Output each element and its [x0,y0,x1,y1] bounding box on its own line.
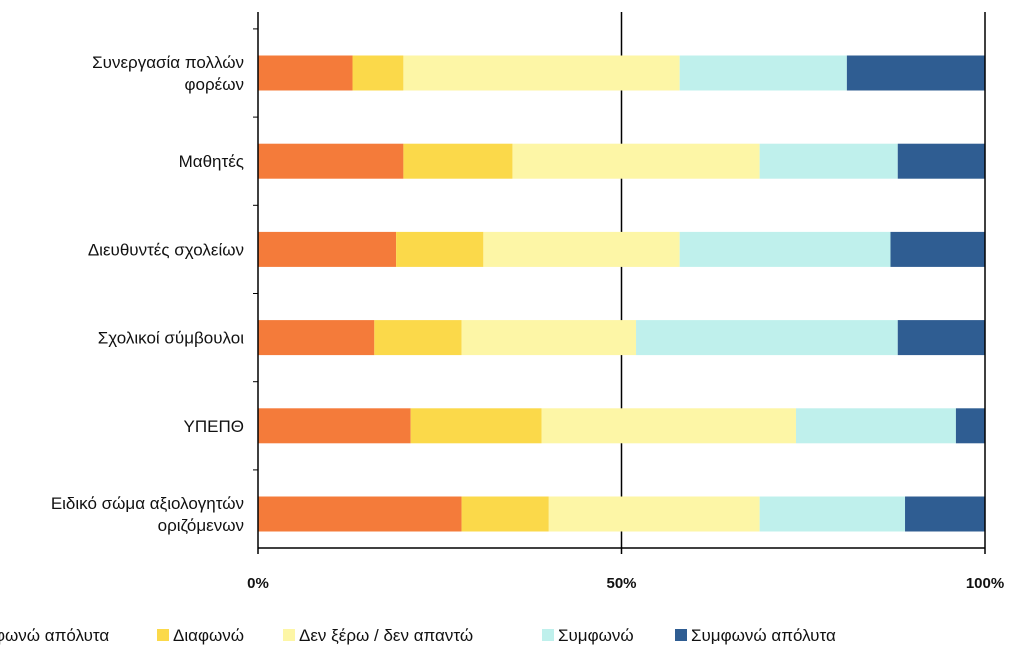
legend: φωνώ απόλυτα Διαφωνώ Δεν ξέρω / δεν απαντώ… [0,626,836,645]
legend-label: Δεν ξέρω / δεν απαντώ [299,626,473,645]
bar-segment [374,320,462,356]
bar-segment [679,55,847,91]
legend-swatch [283,629,295,641]
bar-segment [636,320,898,356]
bar-segment [846,55,985,91]
x-tick-label: 100% [966,575,1004,592]
bar-segment [396,231,484,267]
bar-segment [795,408,956,444]
category-label: ΥΠΕΠΘ [184,417,244,436]
bar-segment [258,143,404,179]
bars [258,55,985,532]
bar-segment [461,320,637,356]
bar-segment [890,231,985,267]
category-label: Ειδικό σώμα αξιολογητών [51,494,244,513]
x-tick-label: 0% [247,575,269,592]
category-label: Συνεργασία πολλών [92,53,244,72]
bar-segment [759,143,898,179]
x-tick-label: 50% [606,575,636,592]
bar-segment [258,320,375,356]
bar-segment [258,231,397,267]
bar-segment [483,231,680,267]
bar-segment [258,408,411,444]
bar-segment [403,143,513,179]
legend-label: Συμφωνώ [558,626,634,645]
x-tick-labels: 0% 50% 100% [247,575,1004,592]
category-label: Σχολικοί σύμβουλοι [98,329,244,348]
category-label: οριζόμενων [158,516,244,535]
bar-segment [759,496,906,532]
category-label: φορέων [185,75,245,94]
bar-segment [352,55,404,91]
axes [253,12,986,554]
bar-segment [905,496,985,532]
bar-segment [548,496,760,532]
legend-swatch [157,629,169,641]
bar-segment [955,408,985,444]
bar-segment [897,320,985,356]
bar-segment [258,55,353,91]
bar-segment [258,496,462,532]
bar-segment [461,496,549,532]
legend-label: Διαφωνώ [173,626,244,645]
bar-segment [679,231,891,267]
legend-label: Συμφωνώ απόλυτα [691,626,836,645]
category-label: Μαθητές [179,152,244,171]
bar-segment [897,143,985,179]
bar-segment [403,55,680,91]
legend-label: φωνώ απόλυτα [0,626,109,645]
category-label: Διευθυντές σχολείων [88,240,244,259]
bar-segment [541,408,796,444]
legend-swatch [542,629,554,641]
bar-segment [410,408,542,444]
legend-swatch [675,629,687,641]
bar-segment [512,143,760,179]
category-labels: Συνεργασία πολλών φορέων Μαθητές Διευθυντές… [51,53,244,535]
